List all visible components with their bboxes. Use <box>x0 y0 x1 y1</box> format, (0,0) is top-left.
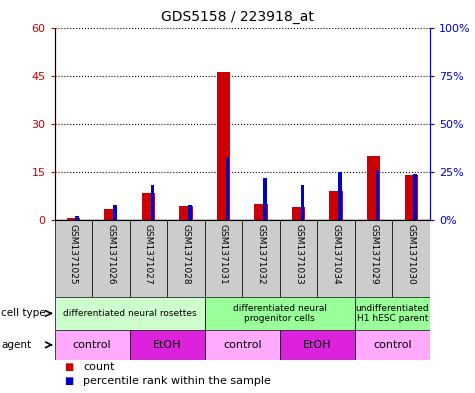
Text: differentiated neural
progenitor cells: differentiated neural progenitor cells <box>233 304 327 323</box>
Bar <box>338 172 342 220</box>
Bar <box>55 297 205 330</box>
Bar <box>376 170 380 220</box>
Bar <box>330 191 342 220</box>
Text: GSM1371029: GSM1371029 <box>369 224 378 285</box>
Text: percentile rank within the sample: percentile rank within the sample <box>83 376 271 386</box>
Bar <box>355 220 392 297</box>
Text: GSM1371034: GSM1371034 <box>332 224 341 285</box>
Text: agent: agent <box>1 340 31 350</box>
Bar <box>151 185 154 220</box>
Text: EtOH: EtOH <box>153 340 181 350</box>
Bar <box>242 220 280 297</box>
Bar <box>205 297 355 330</box>
Text: cell type: cell type <box>1 309 46 318</box>
Bar <box>317 220 355 297</box>
Bar <box>180 206 192 220</box>
Bar <box>188 205 192 220</box>
Bar <box>205 330 280 360</box>
Bar <box>55 330 130 360</box>
Bar <box>413 174 417 220</box>
Bar <box>217 72 230 220</box>
Text: count: count <box>83 362 114 373</box>
Text: GSM1371027: GSM1371027 <box>144 224 153 285</box>
Bar <box>142 193 155 220</box>
Bar <box>367 156 380 220</box>
Text: GSM1371025: GSM1371025 <box>69 224 78 285</box>
Text: GDS5158 / 223918_at: GDS5158 / 223918_at <box>161 10 314 24</box>
Bar <box>355 330 430 360</box>
Bar <box>76 216 79 220</box>
Bar <box>280 330 355 360</box>
Text: GSM1371026: GSM1371026 <box>106 224 115 285</box>
Text: undifferentiated
H1 hESC parent: undifferentiated H1 hESC parent <box>355 304 429 323</box>
Text: GSM1371030: GSM1371030 <box>407 224 416 285</box>
Bar <box>263 178 267 220</box>
Bar <box>301 185 304 220</box>
Bar <box>205 220 242 297</box>
Text: GSM1371028: GSM1371028 <box>181 224 190 285</box>
Bar <box>167 220 205 297</box>
Text: GSM1371031: GSM1371031 <box>219 224 228 285</box>
Bar <box>405 175 418 220</box>
Bar <box>113 205 117 220</box>
Bar <box>92 220 130 297</box>
Text: control: control <box>73 340 112 350</box>
Bar <box>292 207 305 220</box>
Bar <box>392 220 430 297</box>
Text: control: control <box>373 340 412 350</box>
Text: control: control <box>223 340 262 350</box>
Text: GSM1371032: GSM1371032 <box>256 224 266 285</box>
Bar <box>255 204 267 220</box>
Bar <box>55 220 92 297</box>
Text: GSM1371033: GSM1371033 <box>294 224 303 285</box>
Text: ■: ■ <box>64 376 73 386</box>
Bar <box>130 220 167 297</box>
Bar <box>226 158 229 220</box>
Bar <box>130 330 205 360</box>
Bar <box>355 297 430 330</box>
Text: differentiated neural rosettes: differentiated neural rosettes <box>63 309 197 318</box>
Bar <box>280 220 317 297</box>
Bar <box>67 219 80 220</box>
Text: ■: ■ <box>64 362 73 373</box>
Text: EtOH: EtOH <box>303 340 332 350</box>
Bar <box>104 209 117 220</box>
